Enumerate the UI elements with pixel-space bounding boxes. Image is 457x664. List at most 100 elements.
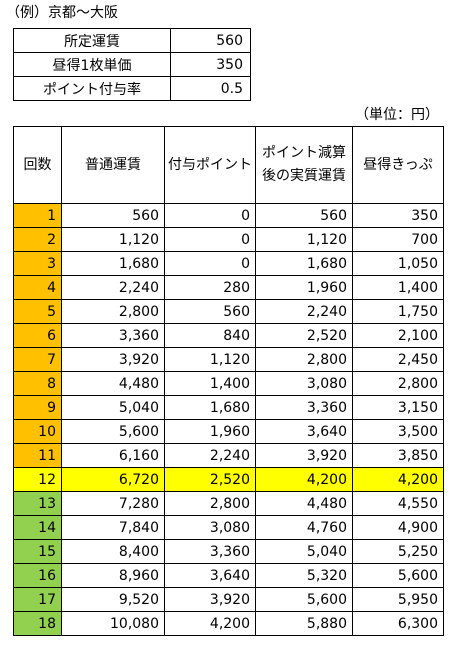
param-value: 350	[170, 52, 251, 77]
cell-effective-fare: 3,920	[255, 443, 353, 468]
cell-effective-fare: 3,360	[255, 395, 353, 420]
table-row: 7 3,920 1,120 2,800 2,450	[13, 347, 444, 372]
cell-count: 9	[13, 395, 62, 420]
cell-effective-fare: 2,800	[255, 347, 353, 372]
cell-normal-fare: 5,040	[61, 395, 165, 420]
cell-effective-fare: 4,480	[255, 491, 353, 516]
cell-points: 280	[164, 275, 256, 300]
param-label: ポイント付与率	[13, 76, 171, 101]
cell-normal-fare: 8,400	[61, 539, 165, 564]
cell-hiru-ticket: 2,800	[352, 371, 444, 396]
cell-hiru-ticket: 5,250	[352, 539, 444, 564]
cell-hiru-ticket: 2,450	[352, 347, 444, 372]
page-title: （例）京都～大阪	[6, 5, 118, 21]
cell-hiru-ticket: 2,100	[352, 323, 444, 348]
cell-count: 14	[13, 515, 62, 540]
table-row: 3 1,680 0 1,680 1,050	[13, 251, 444, 276]
table-row: 6 3,360 840 2,520 2,100	[13, 323, 444, 348]
cell-count: 5	[13, 299, 62, 324]
cell-normal-fare: 2,800	[61, 299, 165, 324]
cell-hiru-ticket: 5,600	[352, 563, 444, 588]
cell-effective-fare: 5,880	[255, 611, 353, 636]
cell-points: 3,640	[164, 563, 256, 588]
cell-points: 1,680	[164, 395, 256, 420]
cell-points: 3,920	[164, 587, 256, 612]
param-label: 昼得1枚単価	[13, 52, 171, 77]
cell-points: 2,240	[164, 443, 256, 468]
table-row: 8 4,480 1,400 3,080 2,800	[13, 371, 444, 396]
cell-count: 7	[13, 347, 62, 372]
table-row: 16 8,960 3,640 5,320 5,600	[13, 563, 444, 588]
cell-points: 0	[164, 227, 256, 252]
cell-hiru-ticket: 1,400	[352, 275, 444, 300]
cell-hiru-ticket: 6,300	[352, 611, 444, 636]
cell-points: 3,360	[164, 539, 256, 564]
cell-normal-fare: 6,720	[61, 467, 165, 492]
table-row-highlighted: 12 6,720 2,520 4,200 4,200	[13, 467, 444, 492]
cell-count: 2	[13, 227, 62, 252]
cell-effective-fare: 4,760	[255, 515, 353, 540]
cell-hiru-ticket: 700	[352, 227, 444, 252]
cell-effective-fare: 2,520	[255, 323, 353, 348]
table-row: 4 2,240 280 1,960 1,400	[13, 275, 444, 300]
cell-count: 8	[13, 371, 62, 396]
param-row: 昼得1枚単価 350	[13, 52, 251, 77]
parameter-table: 所定運賃 560 昼得1枚単価 350 ポイント付与率 0.5	[13, 28, 251, 101]
cell-hiru-ticket: 1,750	[352, 299, 444, 324]
cell-count: 18	[13, 611, 62, 636]
param-row: ポイント付与率 0.5	[13, 76, 251, 101]
cell-effective-fare: 2,240	[255, 299, 353, 324]
cell-effective-fare: 560	[255, 203, 353, 228]
table-row: 17 9,520 3,920 5,600 5,950	[13, 587, 444, 612]
cell-points: 1,400	[164, 371, 256, 396]
cell-effective-fare: 5,600	[255, 587, 353, 612]
header-effective-fare: ポイント減算後の実質運賃	[255, 126, 353, 204]
cell-count: 4	[13, 275, 62, 300]
cell-points: 560	[164, 299, 256, 324]
param-value: 0.5	[170, 76, 251, 101]
cell-normal-fare: 6,160	[61, 443, 165, 468]
header-points: 付与ポイント	[164, 126, 256, 204]
cell-effective-fare: 5,040	[255, 539, 353, 564]
cell-effective-fare: 1,120	[255, 227, 353, 252]
cell-normal-fare: 1,680	[61, 251, 165, 276]
cell-normal-fare: 560	[61, 203, 165, 228]
cell-normal-fare: 7,280	[61, 491, 165, 516]
cell-normal-fare: 2,240	[61, 275, 165, 300]
table-row: 10 5,600 1,960 3,640 3,500	[13, 419, 444, 444]
cell-normal-fare: 3,360	[61, 323, 165, 348]
cell-points: 1,960	[164, 419, 256, 444]
cell-hiru-ticket: 1,050	[352, 251, 444, 276]
cell-effective-fare: 1,960	[255, 275, 353, 300]
table-row: 15 8,400 3,360 5,040 5,250	[13, 539, 444, 564]
cell-points: 3,080	[164, 515, 256, 540]
cell-normal-fare: 5,600	[61, 419, 165, 444]
cell-count: 11	[13, 443, 62, 468]
cell-hiru-ticket: 3,500	[352, 419, 444, 444]
cell-count: 13	[13, 491, 62, 516]
cell-hiru-ticket: 4,200	[352, 467, 444, 492]
cell-count: 17	[13, 587, 62, 612]
cell-count: 10	[13, 419, 62, 444]
cell-hiru-ticket: 3,150	[352, 395, 444, 420]
header-row: 回数 普通運賃 付与ポイント ポイント減算後の実質運賃 昼得きっぷ	[13, 126, 444, 204]
table-row: 2 1,120 0 1,120 700	[13, 227, 444, 252]
param-value: 560	[170, 28, 251, 53]
cell-effective-fare: 4,200	[255, 467, 353, 492]
cell-hiru-ticket: 3,850	[352, 443, 444, 468]
cell-effective-fare: 3,640	[255, 419, 353, 444]
cell-points: 2,520	[164, 467, 256, 492]
cell-points: 0	[164, 203, 256, 228]
table-row: 13 7,280 2,800 4,480 4,550	[13, 491, 444, 516]
unit-note: （単位：円）	[355, 107, 439, 123]
header-count: 回数	[13, 126, 62, 204]
table-row: 9 5,040 1,680 3,360 3,150	[13, 395, 444, 420]
cell-normal-fare: 3,920	[61, 347, 165, 372]
header-hiru-ticket: 昼得きっぷ	[352, 126, 444, 204]
cell-points: 4,200	[164, 611, 256, 636]
table-row: 18 10,080 4,200 5,880 6,300	[13, 611, 444, 636]
cell-points: 0	[164, 251, 256, 276]
cell-count: 15	[13, 539, 62, 564]
table-row: 14 7,840 3,080 4,760 4,900	[13, 515, 444, 540]
fare-comparison-table: 回数 普通運賃 付与ポイント ポイント減算後の実質運賃 昼得きっぷ 1 560 0 5…	[13, 126, 444, 636]
